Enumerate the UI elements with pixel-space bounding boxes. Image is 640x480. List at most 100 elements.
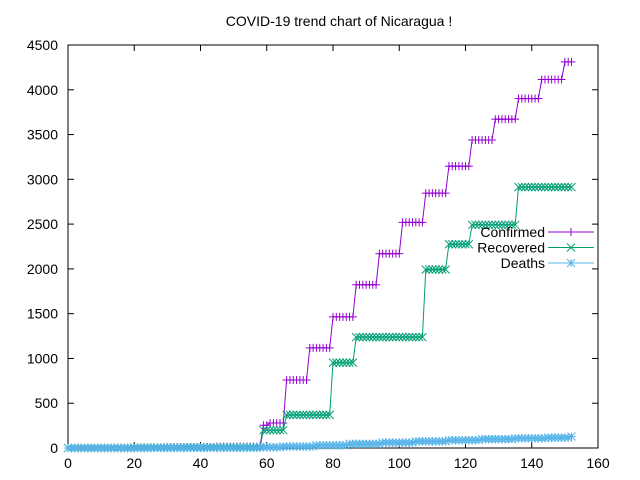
data-point-deaths-stroke <box>308 442 318 451</box>
data-point-recovered-stroke <box>401 332 411 342</box>
data-point-recovered-stroke <box>381 332 391 342</box>
data-point-recovered <box>368 332 378 342</box>
data-point-recovered <box>378 332 388 342</box>
data-point-recovered <box>355 332 364 342</box>
data-point-recovered <box>265 425 275 435</box>
data-point-recovered <box>259 425 268 435</box>
data-point-recovered <box>527 182 537 192</box>
data-point-recovered-stroke <box>437 265 447 274</box>
x-tick-label: 20 <box>126 455 142 471</box>
data-point-recovered-stroke <box>560 182 570 192</box>
data-point-recovered <box>454 239 464 249</box>
data-point-recovered-stroke <box>461 239 470 249</box>
x-tick-label: 40 <box>193 455 209 471</box>
data-point-recovered <box>514 182 523 192</box>
chart-title: COVID-19 trend chart of Nicaragua ! <box>226 13 452 29</box>
data-point-recovered-stroke <box>457 239 467 249</box>
data-point-recovered <box>278 425 288 435</box>
data-point-recovered <box>302 410 311 420</box>
data-point-recovered <box>560 182 570 192</box>
data-point-recovered-stroke <box>567 182 576 192</box>
data-point-recovered-stroke <box>534 182 543 192</box>
data-point-recovered <box>428 265 437 274</box>
data-point-recovered-stroke <box>553 182 563 192</box>
data-point-recovered-stroke <box>471 220 480 230</box>
data-point-recovered <box>567 182 576 192</box>
data-point-recovered-stroke <box>464 239 474 249</box>
data-point-recovered <box>504 220 513 230</box>
data-point-recovered-stroke <box>404 332 414 342</box>
data-point-recovered-stroke <box>348 358 358 368</box>
data-point-recovered <box>269 425 278 435</box>
data-point-recovered-stroke <box>514 182 523 192</box>
data-point-recovered-stroke <box>524 182 533 192</box>
data-point-recovered-stroke <box>305 410 315 420</box>
data-point-recovered-stroke <box>434 265 444 274</box>
data-point-recovered <box>365 332 374 342</box>
data-point-confirmed <box>441 189 450 198</box>
data-point-recovered-stroke <box>285 410 295 420</box>
data-point-recovered-stroke <box>371 332 381 342</box>
data-point-recovered-stroke <box>517 182 527 192</box>
data-point-recovered <box>295 410 305 420</box>
data-point-recovered <box>530 182 540 192</box>
data-point-recovered <box>292 410 301 420</box>
data-point-confirmed <box>488 136 496 145</box>
data-point-recovered-stroke <box>447 239 457 249</box>
y-tick-label: 0 <box>50 440 58 456</box>
data-point-recovered-stroke <box>527 182 537 192</box>
data-point-recovered-stroke <box>563 182 573 192</box>
data-point-recovered-stroke <box>391 332 401 342</box>
data-point-recovered-stroke <box>441 265 450 274</box>
data-point-recovered-stroke <box>358 332 368 342</box>
x-tick-label: 120 <box>454 455 478 471</box>
y-tick-label: 4500 <box>27 37 58 53</box>
data-point-recovered-stroke <box>490 220 500 230</box>
data-point-recovered-stroke <box>424 265 434 274</box>
data-point-recovered <box>487 220 497 230</box>
data-point-recovered <box>408 332 417 342</box>
data-point-confirmed <box>348 312 357 321</box>
data-point-recovered <box>563 182 573 192</box>
data-point-recovered-stroke <box>322 410 331 420</box>
y-tick-label: 3500 <box>27 127 58 143</box>
data-point-recovered <box>524 182 533 192</box>
data-point-recovered-stroke <box>487 220 497 230</box>
data-point-confirmed <box>464 162 473 171</box>
data-point-recovered <box>391 332 401 342</box>
data-point-recovered <box>414 332 424 342</box>
data-point-recovered-stroke <box>474 220 484 230</box>
data-point-confirmed <box>418 218 427 227</box>
data-point-recovered-stroke <box>275 425 285 435</box>
data-point-recovered <box>424 265 434 274</box>
data-point-recovered-stroke <box>557 182 566 192</box>
data-point-recovered-stroke <box>537 182 547 192</box>
data-point-deaths-stroke <box>375 439 384 449</box>
y-tick-label: 1000 <box>27 350 58 366</box>
data-point-recovered-stroke <box>338 358 348 368</box>
data-point-recovered-stroke <box>481 220 490 230</box>
data-point-deaths-stroke <box>474 435 484 445</box>
legend-marker-confirmed <box>567 228 575 236</box>
y-tick-label: 2000 <box>27 261 58 277</box>
data-point-recovered-stroke <box>368 332 378 342</box>
data-point-recovered-stroke <box>328 358 338 368</box>
data-point-recovered-stroke <box>302 410 311 420</box>
data-point-recovered-stroke <box>550 182 560 192</box>
x-tick-label: 60 <box>259 455 275 471</box>
data-point-recovered-stroke <box>408 332 417 342</box>
data-point-recovered <box>537 182 547 192</box>
data-point-recovered-stroke <box>431 265 441 274</box>
x-tick-label: 100 <box>388 455 412 471</box>
data-point-recovered <box>444 239 454 249</box>
data-point-recovered <box>411 332 421 342</box>
data-point-recovered <box>308 410 318 420</box>
data-point-confirmed <box>372 280 381 289</box>
data-point-recovered <box>437 265 447 274</box>
data-point-confirmed <box>302 376 311 385</box>
data-point-recovered-stroke <box>467 220 477 230</box>
data-point-confirmed <box>557 75 566 84</box>
data-point-recovered-stroke <box>272 425 282 435</box>
data-point-recovered-stroke <box>295 410 305 420</box>
